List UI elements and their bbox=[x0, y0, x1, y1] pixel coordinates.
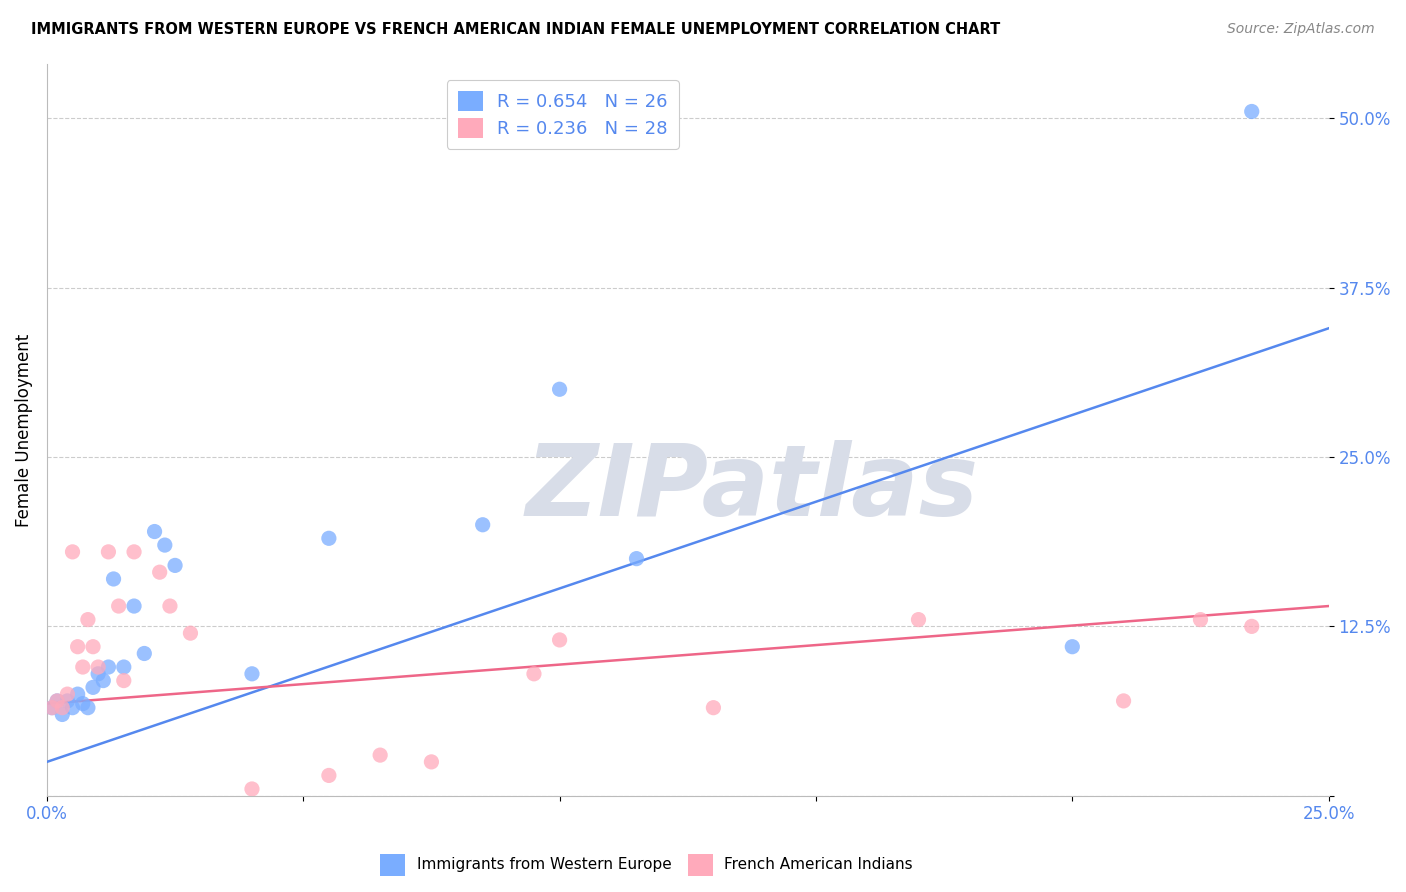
Point bbox=[548, 382, 571, 396]
Point bbox=[82, 640, 104, 654]
Text: French American Indians: French American Indians bbox=[724, 857, 912, 872]
Point bbox=[97, 660, 120, 674]
Point bbox=[165, 558, 187, 573]
Point bbox=[143, 524, 166, 539]
Y-axis label: Female Unemployment: Female Unemployment bbox=[15, 334, 32, 526]
Point bbox=[1240, 619, 1263, 633]
Point bbox=[471, 517, 494, 532]
Point bbox=[179, 626, 201, 640]
Point bbox=[122, 599, 145, 613]
Point bbox=[240, 666, 263, 681]
Point bbox=[159, 599, 181, 613]
Text: Source: ZipAtlas.com: Source: ZipAtlas.com bbox=[1227, 22, 1375, 37]
Point bbox=[149, 565, 172, 579]
Point bbox=[46, 694, 69, 708]
Point bbox=[41, 700, 63, 714]
Point bbox=[72, 660, 94, 674]
Point bbox=[46, 694, 69, 708]
Point bbox=[112, 660, 135, 674]
Point bbox=[122, 545, 145, 559]
Point bbox=[318, 531, 340, 545]
Point bbox=[1062, 640, 1084, 654]
Text: Immigrants from Western Europe: Immigrants from Western Europe bbox=[416, 857, 672, 872]
Point bbox=[51, 707, 73, 722]
Point bbox=[77, 700, 100, 714]
Text: IMMIGRANTS FROM WESTERN EUROPE VS FRENCH AMERICAN INDIAN FEMALE UNEMPLOYMENT COR: IMMIGRANTS FROM WESTERN EUROPE VS FRENCH… bbox=[31, 22, 1000, 37]
Point bbox=[62, 545, 84, 559]
Point bbox=[103, 572, 125, 586]
Legend: R = 0.654   N = 26, R = 0.236   N = 28: R = 0.654 N = 26, R = 0.236 N = 28 bbox=[447, 80, 679, 149]
Text: ZIPatlas: ZIPatlas bbox=[526, 440, 979, 537]
Point bbox=[523, 666, 546, 681]
Point bbox=[626, 551, 648, 566]
Point bbox=[1240, 104, 1263, 119]
Point bbox=[153, 538, 176, 552]
Point bbox=[907, 613, 929, 627]
Point bbox=[368, 748, 391, 763]
Point bbox=[87, 660, 110, 674]
Point bbox=[66, 640, 89, 654]
Point bbox=[112, 673, 135, 688]
Point bbox=[41, 700, 63, 714]
Point bbox=[51, 700, 73, 714]
Point bbox=[107, 599, 129, 613]
Point bbox=[77, 613, 100, 627]
Point bbox=[97, 545, 120, 559]
Point bbox=[702, 700, 724, 714]
Point bbox=[66, 687, 89, 701]
Point bbox=[1189, 613, 1212, 627]
Point bbox=[1112, 694, 1135, 708]
Point bbox=[318, 768, 340, 782]
Point bbox=[56, 687, 79, 701]
Point bbox=[62, 700, 84, 714]
Point bbox=[56, 694, 79, 708]
Point bbox=[82, 681, 104, 695]
Point bbox=[72, 697, 94, 711]
Point bbox=[240, 782, 263, 797]
Point bbox=[134, 647, 156, 661]
Point bbox=[420, 755, 443, 769]
Point bbox=[87, 666, 110, 681]
Point bbox=[91, 673, 114, 688]
Point bbox=[548, 632, 571, 647]
